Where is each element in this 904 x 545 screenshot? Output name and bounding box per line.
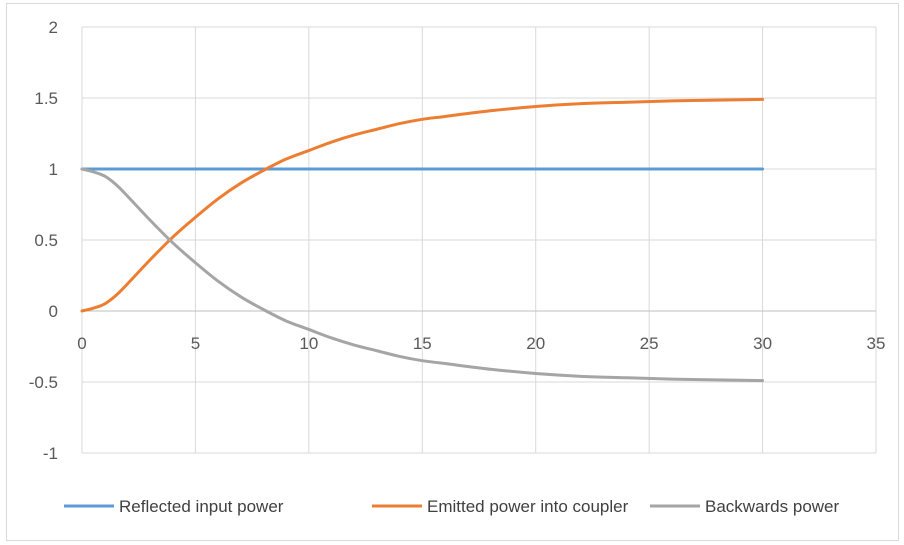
- x-tick-label: 5: [191, 334, 200, 353]
- y-tick-label: -1: [43, 444, 58, 463]
- x-tick-label: 15: [413, 334, 432, 353]
- legend-label: Reflected input power: [119, 497, 284, 516]
- legend-label: Backwards power: [705, 497, 840, 516]
- y-tick-label: 1.5: [34, 89, 58, 108]
- gridlines: [81, 26, 877, 454]
- tick-labels: 2 1.5 1 0.5 0 -0.5 -1 0 5 10 15 20 25 30 35: [29, 18, 886, 463]
- legend: Reflected input power Emitted power into …: [64, 497, 840, 516]
- x-tick-label: 20: [526, 334, 545, 353]
- chart-frame: [6, 3, 899, 541]
- legend-label: Emitted power into coupler: [427, 497, 629, 516]
- x-tick-label: 0: [77, 334, 86, 353]
- y-tick-label: 0: [49, 302, 58, 321]
- y-tick-label: 0.5: [34, 231, 58, 250]
- y-tick-label: -0.5: [29, 373, 58, 392]
- x-tick-label: 25: [640, 334, 659, 353]
- x-tick-label: 30: [753, 334, 772, 353]
- series-lines: [80, 97, 765, 383]
- y-tick-label: 1: [49, 160, 58, 179]
- series-line-3: [80, 167, 765, 383]
- x-tick-label: 10: [299, 334, 318, 353]
- x-tick-label: 35: [867, 334, 886, 353]
- y-tick-label: 2: [49, 18, 58, 37]
- series-line-2: [80, 97, 765, 313]
